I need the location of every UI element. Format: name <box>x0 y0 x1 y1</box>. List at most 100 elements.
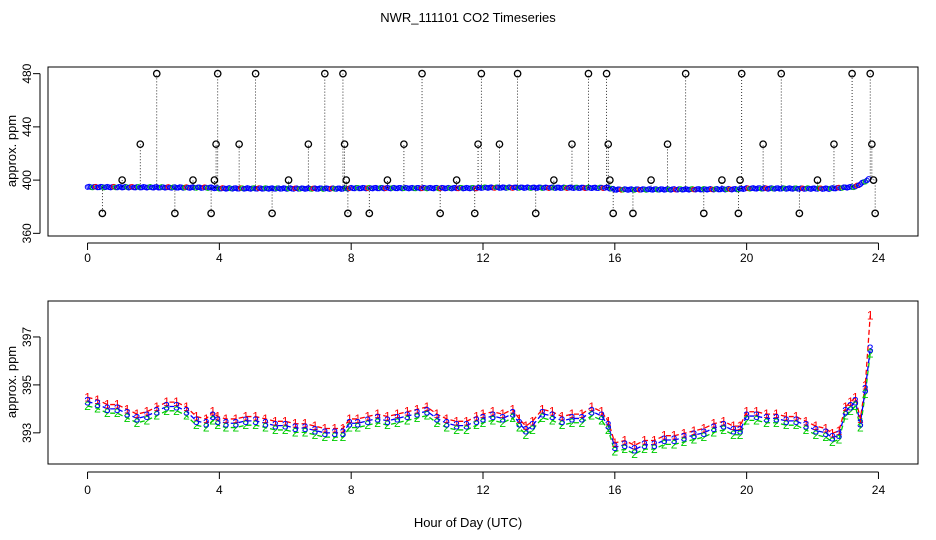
bottom-series-3-marker: 3 <box>321 426 328 440</box>
bottom-series-2-marker: 2 <box>793 418 800 432</box>
bottom-series-1-marker: 1 <box>443 412 450 426</box>
bottom-series-3-marker: 3 <box>153 404 160 418</box>
bottom-series-3-marker: 3 <box>374 411 381 425</box>
top-x-tick-label: 4 <box>216 251 223 265</box>
x-axis-label: Hour of Day (UTC) <box>414 515 522 530</box>
top-flagged-point <box>251 69 260 78</box>
bottom-series-1-marker: 1 <box>331 422 338 436</box>
bottom-series-2-marker: 2 <box>549 413 556 427</box>
bottom-series-1-marker: 1 <box>312 419 319 433</box>
bottom-series-3-marker: 3 <box>862 383 869 397</box>
bottom-series-1-marker: 1 <box>209 405 216 419</box>
bottom-series-3-marker: 3 <box>404 409 411 423</box>
top-x-tick-label: 8 <box>348 251 355 265</box>
bottom-x-tick-label: 16 <box>608 483 622 497</box>
bottom-series-1-marker: 1 <box>812 419 819 433</box>
bottom-series-3-marker: 3 <box>737 423 744 437</box>
top-flagged-point <box>602 69 611 78</box>
bottom-series-1-marker: 1 <box>346 412 353 426</box>
bottom-series-2-marker: 2 <box>104 406 111 420</box>
bottom-series-1-marker: 1 <box>453 414 460 428</box>
bottom-series-1-marker: 1 <box>374 407 381 421</box>
bottom-series-1-marker: 1 <box>559 410 566 424</box>
top-flagged-point <box>647 176 655 184</box>
bottom-series-3-marker: 3 <box>499 411 506 425</box>
bottom-series-1-marker: 1 <box>836 424 843 438</box>
top-flagged-point <box>477 69 486 78</box>
bottom-series-1-marker: 1 <box>144 405 151 419</box>
top-flagged-point <box>604 140 613 149</box>
bottom-series-2-marker: 2 <box>242 418 249 432</box>
bottom-series-2-marker: 2 <box>321 430 328 444</box>
bottom-series-3-marker: 3 <box>434 411 441 425</box>
bottom-series-3-line <box>87 348 871 451</box>
bottom-series-2-marker: 2 <box>232 421 239 435</box>
bottom-series-2-marker: 2 <box>434 416 441 430</box>
bottom-series-3-marker: 3 <box>463 419 470 433</box>
top-flagged-point <box>436 209 445 218</box>
bottom-y-axis-label: approx. ppm <box>4 346 19 418</box>
figure-title: NWR_111101 CO2 Timeseries <box>380 10 556 25</box>
bottom-series-2-marker: 2 <box>783 418 790 432</box>
bottom-series-3-marker: 3 <box>852 395 859 409</box>
bottom-series-1-marker: 1 <box>691 424 698 438</box>
bottom-series-3-marker: 3 <box>605 419 612 433</box>
bottom-series-2-marker: 2 <box>214 418 221 432</box>
bottom-series-3-marker: 3 <box>661 433 668 447</box>
bottom-series-1-marker: 1 <box>730 419 737 433</box>
bottom-series-3-marker: 3 <box>569 411 576 425</box>
bottom-series-2-marker: 2 <box>94 401 101 415</box>
bottom-plot-frame <box>47 300 919 465</box>
bottom-series-3-marker: 3 <box>209 409 216 423</box>
bottom-series-1-marker: 1 <box>737 419 744 433</box>
bottom-series-2-marker: 2 <box>183 409 190 423</box>
bottom-series-2-marker: 2 <box>822 430 829 444</box>
bottom-series-1-marker: 1 <box>793 410 800 424</box>
bottom-series-1-marker: 1 <box>857 412 864 426</box>
bottom-series-lines <box>87 315 871 455</box>
top-flagged-point <box>304 140 313 149</box>
bottom-series-1-marker: 1 <box>621 434 628 448</box>
top-flagged-point <box>212 140 220 149</box>
top-flagged-point <box>584 69 593 78</box>
bottom-series-2-marker: 2 <box>862 387 869 401</box>
bottom-series-1-marker: 1 <box>661 429 668 443</box>
bottom-series-2-marker: 2 <box>539 411 546 425</box>
bottom-series-2-marker: 2 <box>720 423 727 437</box>
bottom-series-2-marker: 2 <box>691 433 698 447</box>
bottom-series-3-marker: 3 <box>710 421 717 435</box>
top-flagged-point <box>268 209 276 218</box>
bottom-series-2-marker: 2 <box>803 423 810 437</box>
bottom-series-1-marker: 1 <box>394 407 401 421</box>
bottom-series-2-marker: 2 <box>262 421 269 435</box>
bottom-series-2-marker: 2 <box>480 416 487 430</box>
top-flagged-point <box>452 176 461 184</box>
bottom-series-1-marker: 1 <box>822 422 829 436</box>
top-measured-points <box>84 176 872 193</box>
top-flagged-point <box>777 69 786 78</box>
top-flagged-point <box>207 209 215 218</box>
bottom-series-1-marker: 1 <box>605 414 612 428</box>
bottom-series-3-marker: 3 <box>847 399 854 413</box>
bottom-x-tick-label: 8 <box>348 483 355 497</box>
bottom-series-3-marker: 3 <box>480 411 487 425</box>
bottom-series-1-marker: 1 <box>539 402 546 416</box>
top-flagged-points <box>98 69 880 218</box>
top-x-axis: 0 4 8 12 16 20 24 <box>84 242 885 265</box>
top-flagged-point <box>606 176 614 184</box>
top-flagged-point <box>866 69 875 78</box>
bottom-x-tick-label: 20 <box>740 483 754 497</box>
bottom-series-3-marker: 3 <box>836 428 843 442</box>
bottom-series-1-marker: 1 <box>214 410 221 424</box>
bottom-series-3-marker: 3 <box>424 404 431 418</box>
bottom-series-3-marker: 3 <box>473 414 480 428</box>
bottom-series-1-marker: 1 <box>522 419 529 433</box>
top-panel: 0 4 8 12 16 20 24 360 400 440 480 approx. ppm <box>4 63 919 265</box>
bottom-series-1-marker: 1 <box>424 400 431 414</box>
top-flagged-point <box>871 209 880 218</box>
top-y-axis: 360 400 440 480 <box>20 63 41 243</box>
bottom-series-3-marker: 3 <box>730 423 737 437</box>
bottom-series-1-marker: 1 <box>773 407 780 421</box>
bottom-series-3-marker: 3 <box>812 423 819 437</box>
bottom-series-2-marker: 2 <box>453 423 460 437</box>
